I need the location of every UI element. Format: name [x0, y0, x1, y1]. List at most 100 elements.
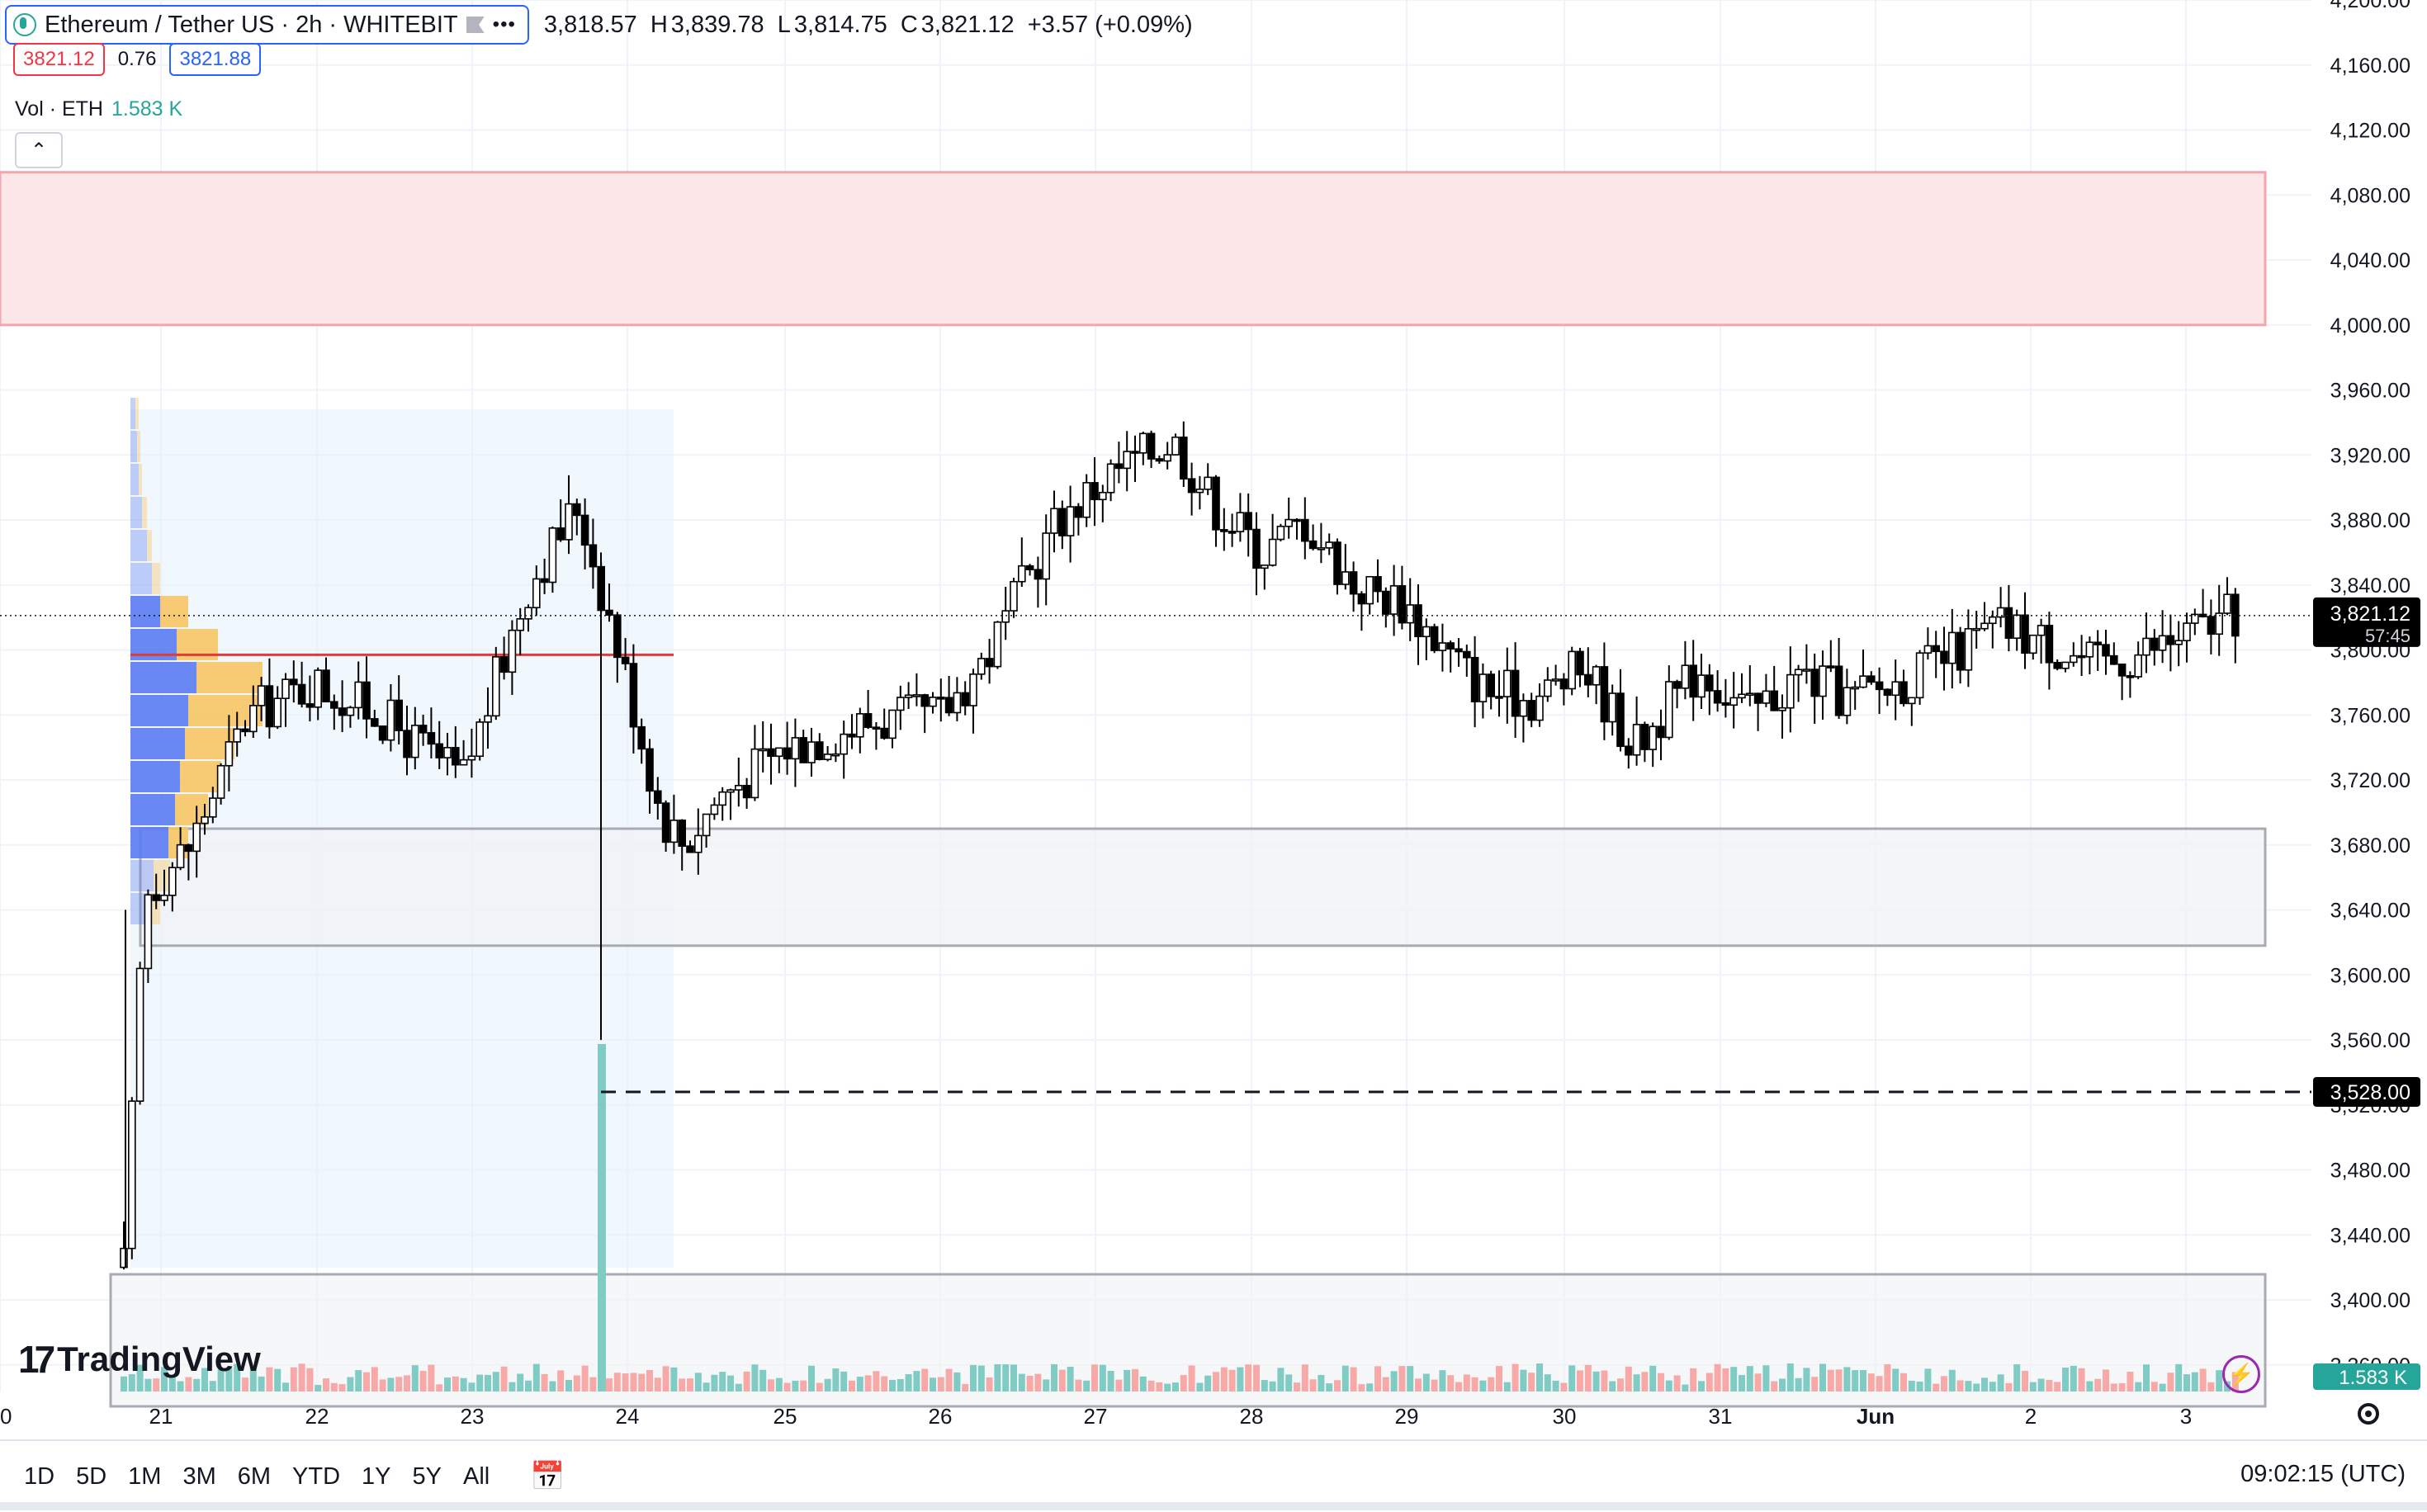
volume-bar [792, 1380, 799, 1392]
candle-down [1706, 674, 1714, 692]
volume-bar [1058, 1369, 1066, 1392]
volume-bar [1488, 1377, 1495, 1392]
price-axis-label: 3,760.00 [2330, 704, 2410, 727]
volume-bar [185, 1377, 192, 1392]
vp-bar-blue [130, 497, 142, 528]
candle-up [1980, 622, 1989, 630]
volume-bar [1026, 1375, 1034, 1392]
volume-bar [2086, 1381, 2093, 1392]
candle-down [621, 656, 630, 664]
candle-down [1487, 673, 1495, 697]
volume-bar [1196, 1382, 1204, 1392]
range-5d[interactable]: 5D [76, 1462, 107, 1490]
volume-bars [121, 1044, 2239, 1392]
range-6m[interactable]: 6M [237, 1462, 272, 1490]
volume-bar [168, 1377, 176, 1392]
vp-bar-yellow [142, 497, 147, 528]
range-1d[interactable]: 1D [24, 1462, 55, 1490]
range-ytd[interactable]: YTD [292, 1462, 341, 1490]
volume-bar [1350, 1367, 1357, 1392]
candle-up [1106, 463, 1115, 494]
volume-bar [1083, 1380, 1090, 1392]
candle-up [2085, 641, 2094, 658]
candle-down [435, 743, 444, 758]
range-1m[interactable]: 1M [128, 1462, 162, 1490]
candle-down [1349, 571, 1358, 595]
lightning-icon[interactable]: ⚡ [2222, 1355, 2260, 1393]
volume-bar [290, 1367, 297, 1392]
candle-down [880, 727, 888, 739]
range-3m[interactable]: 3M [182, 1462, 216, 1490]
more-options-icon[interactable]: ••• [492, 13, 516, 35]
candle-up [346, 706, 355, 716]
clock-utc[interactable]: 09:02:15 (UTC) [2240, 1461, 2406, 1487]
candle-up [1681, 664, 1690, 689]
price-chart[interactable]: 4,200.00 4,160.00 4,120.00 4,080.00 4,040.00… [0, 0, 2427, 1439]
candle-up [176, 843, 185, 868]
volume-bar [1455, 1382, 1462, 1392]
candle-up [354, 681, 363, 709]
volume-bar [1503, 1382, 1511, 1392]
volume-bar [1115, 1379, 1123, 1392]
range-5y[interactable]: 5Y [412, 1462, 442, 1490]
vp-bar-blue [130, 827, 168, 858]
volume-bar [1520, 1369, 1527, 1392]
time-axis: 202122232425262728293031Jun23 [0, 1404, 2192, 1429]
candle-down [2207, 616, 2216, 636]
volume-bar [945, 1368, 953, 1392]
volume-bar [1941, 1376, 1947, 1392]
range-selector: 1D 5D 1M 3M 6M YTD 1Y 5Y All [13, 1457, 500, 1497]
candle-down [2045, 625, 2054, 664]
price-axis-label: 3,680.00 [2330, 834, 2410, 858]
volume-bar [1075, 1379, 1082, 1392]
ohlc-close: C 3,821.12 [900, 11, 1015, 38]
volume-bar [1139, 1376, 1147, 1392]
candle-down [1114, 463, 1124, 470]
buy-price-button[interactable]: 3821.88 [169, 43, 262, 76]
time-axis-label: 31 [1709, 1404, 1733, 1429]
candle-up [1923, 645, 1933, 654]
candle-up [1729, 697, 1738, 706]
candle-down [1147, 432, 1156, 460]
candle-down [613, 614, 622, 659]
candle-up [2215, 612, 2223, 636]
range-1y[interactable]: 1Y [362, 1462, 391, 1490]
flag-icon[interactable] [466, 17, 485, 33]
time-axis-label: 30 [1553, 1404, 1577, 1429]
volume-bar [1706, 1373, 1713, 1392]
vp-bar-blue [130, 530, 147, 561]
last-price-label: 3,821.12 [2330, 602, 2410, 626]
candle-down [920, 694, 929, 707]
volume-bar [768, 1379, 774, 1392]
candle-up [1859, 675, 1867, 688]
volume-bar [1067, 1367, 1074, 1392]
collapse-legend-button[interactable]: ⌃ [15, 132, 63, 168]
candle-up [135, 967, 144, 1102]
candle-up [120, 1247, 128, 1269]
ohlc-open: 3,818.57 [543, 11, 637, 38]
volume-bar [2005, 1382, 2013, 1392]
volume-bar [1285, 1374, 1293, 1392]
gear-icon[interactable] [2358, 1403, 2379, 1425]
calendar-goto-icon[interactable]: 📅 [530, 1461, 565, 1492]
range-all[interactable]: All [463, 1462, 490, 1490]
spread-value: 0.76 [117, 48, 157, 70]
candle-down [1301, 518, 1309, 542]
volume-bar [1018, 1373, 1025, 1392]
vp-bar-yellow [139, 464, 142, 495]
candle-down [1527, 700, 1535, 721]
candle-down [1834, 665, 1843, 716]
candle-up [314, 669, 323, 708]
price-axis-label: 3,400.00 [2330, 1289, 2410, 1312]
volume-bar [2118, 1382, 2126, 1392]
volume-bar [759, 1369, 767, 1392]
volume-bar [1997, 1374, 2004, 1392]
candle-up [565, 503, 573, 541]
volume-bar [1326, 1383, 1333, 1392]
volume-bar [930, 1377, 936, 1392]
sell-price-button[interactable]: 3821.12 [13, 43, 105, 76]
symbol-title-box[interactable]: Ethereum / Tether US · 2h · WHITEBIT ••• [5, 5, 529, 45]
candle-down [1430, 626, 1439, 651]
volume-bar [387, 1377, 395, 1392]
volume-bar [209, 1381, 216, 1392]
